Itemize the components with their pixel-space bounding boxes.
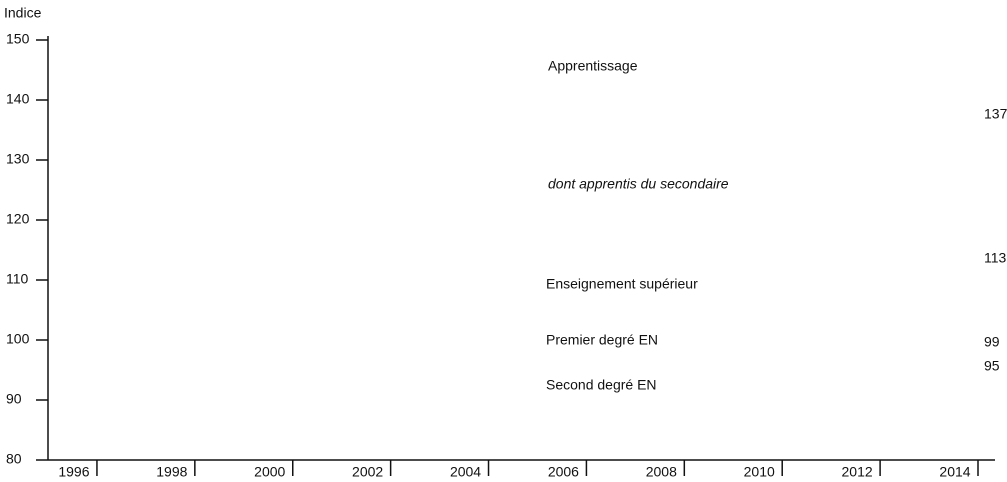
x-tick-label: 2000 bbox=[254, 464, 285, 480]
x-tick-label: 2002 bbox=[352, 464, 383, 480]
x-tick-label: 1998 bbox=[156, 464, 187, 480]
y-tick-label: 100 bbox=[6, 331, 30, 347]
x-tick-label: 2012 bbox=[842, 464, 873, 480]
y-tick-label: 120 bbox=[6, 211, 30, 227]
value-label: 99 bbox=[984, 334, 1000, 350]
series-label: Premier degré EN bbox=[546, 332, 658, 348]
y-tick-label: 130 bbox=[6, 151, 30, 167]
x-tick-label: 2010 bbox=[744, 464, 775, 480]
x-tick-label: 2006 bbox=[548, 464, 579, 480]
x-tick-label: 2008 bbox=[646, 464, 677, 480]
y-tick-label: 150 bbox=[6, 31, 30, 47]
series-label: Second degré EN bbox=[546, 377, 657, 393]
series-label: dont apprentis du secondaire bbox=[548, 176, 729, 192]
x-tick-label: 2004 bbox=[450, 464, 481, 480]
y-tick-label: 140 bbox=[6, 91, 30, 107]
x-tick-label: 2014 bbox=[939, 464, 970, 480]
x-tick-label: 1996 bbox=[58, 464, 89, 480]
y-tick-label: 90 bbox=[6, 391, 22, 407]
value-label: 137 bbox=[984, 106, 1007, 122]
series-label: Enseignement supérieur bbox=[546, 276, 698, 292]
y-axis-label: Indice bbox=[4, 5, 42, 21]
value-label: 113 bbox=[984, 250, 1007, 266]
y-tick-label: 110 bbox=[6, 271, 29, 287]
value-label: 95 bbox=[984, 358, 1000, 374]
y-tick-label: 80 bbox=[6, 451, 22, 467]
series-label: Apprentissage bbox=[548, 58, 638, 74]
